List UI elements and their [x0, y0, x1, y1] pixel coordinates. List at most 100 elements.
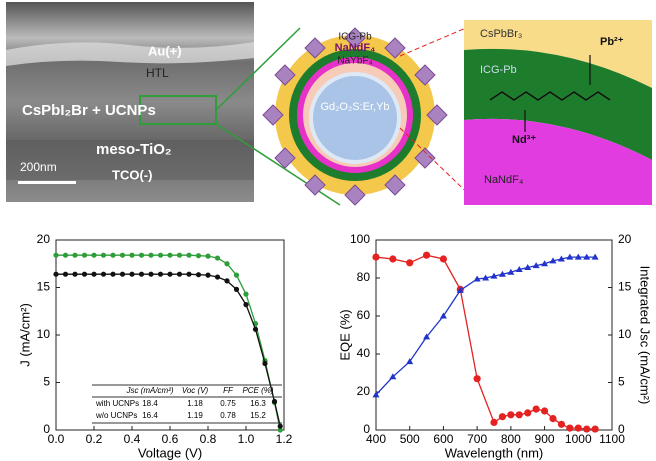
- y-tick-label: 20: [357, 384, 371, 398]
- marker: [224, 261, 229, 266]
- marker: [82, 253, 87, 258]
- marker: [167, 272, 172, 277]
- marker: [389, 255, 396, 262]
- marker: [566, 425, 573, 432]
- y2-tick-label: 15: [618, 280, 632, 294]
- marker: [592, 425, 599, 432]
- y-tick-label: 0: [43, 422, 50, 436]
- x-tick-label: 1.2: [276, 432, 293, 446]
- sem-image: Au(+) HTL CsPbI₂Br + UCNPs meso-TiO₂ TCO…: [6, 2, 254, 202]
- series-line: [376, 255, 595, 429]
- marker: [177, 253, 182, 258]
- marker: [110, 253, 115, 258]
- table-cell: with UCNPs: [95, 399, 139, 408]
- marker: [63, 272, 68, 277]
- table-cell: 1.19: [187, 411, 203, 420]
- y2-tick-label: 20: [618, 232, 632, 246]
- marker: [196, 272, 201, 277]
- marker: [72, 272, 77, 277]
- marker: [499, 413, 506, 420]
- zoom-label: ICG-Pb: [480, 64, 517, 76]
- x-tick-label: 0.6: [162, 432, 179, 446]
- marker: [158, 253, 163, 258]
- table-cell: 1.18: [187, 399, 203, 408]
- x-tick-label: 900: [535, 432, 555, 446]
- marker: [516, 411, 523, 418]
- marker: [524, 409, 531, 416]
- marker: [139, 253, 144, 258]
- marker: [158, 272, 163, 277]
- marker: [243, 302, 248, 307]
- marker: [148, 272, 153, 277]
- sem-label: CsPbI₂Br + UCNPs: [22, 102, 156, 119]
- x-tick-label: 1000: [565, 432, 592, 446]
- particle-schematic: ICG-Pb NaNdF₄ NaYbF₄ Gd₂O₂S:Er,Yb: [263, 28, 447, 205]
- y-tick-label: 5: [43, 375, 50, 389]
- marker: [541, 407, 548, 414]
- y2-axis-label: Integrated Jsc (mA/cm²): [638, 266, 653, 405]
- zoom-label: NaNdF₄: [484, 174, 524, 186]
- marker: [120, 272, 125, 277]
- marker: [167, 253, 172, 258]
- marker: [507, 411, 514, 418]
- marker: [234, 287, 239, 292]
- plot-frame: [376, 240, 612, 430]
- x-tick-label: 500: [400, 432, 420, 446]
- marker: [101, 253, 106, 258]
- marker: [129, 253, 134, 258]
- marker: [53, 272, 58, 277]
- x-tick-label: 1.0: [238, 432, 255, 446]
- marker: [205, 254, 210, 259]
- figure: Au(+) HTL CsPbI₂Br + UCNPs meso-TiO₂ TCO…: [0, 0, 656, 461]
- page: Au(+) HTL CsPbI₂Br + UCNPs meso-TiO₂ TCO…: [0, 0, 656, 461]
- x-tick-label: 0.4: [124, 432, 141, 446]
- marker: [215, 274, 220, 279]
- x-tick-label: 600: [433, 432, 453, 446]
- marker: [186, 272, 191, 277]
- table-header: Voc (V): [182, 386, 209, 395]
- zoom-label: CsPbBr₃: [480, 28, 522, 40]
- y-tick-label: 80: [357, 270, 371, 284]
- marker: [558, 421, 565, 428]
- x-axis-label: Voltage (V): [138, 445, 202, 460]
- marker: [423, 252, 430, 259]
- marker: [72, 253, 77, 258]
- marker: [234, 273, 239, 278]
- y-tick-label: 60: [357, 308, 371, 322]
- marker: [272, 399, 277, 404]
- marker: [215, 255, 220, 260]
- x-axis-label: Wavelength (nm): [445, 445, 544, 460]
- table-cell: w/o UCNPs: [95, 411, 137, 420]
- table-header: PCE (%): [242, 386, 273, 395]
- marker: [101, 272, 106, 277]
- x-tick-label: 0.0: [48, 432, 65, 446]
- y-axis-label: EQE (%): [337, 309, 352, 360]
- marker: [253, 327, 258, 332]
- marker: [490, 419, 497, 426]
- table-header: FF: [223, 386, 234, 395]
- table-cell: 18.4: [142, 399, 158, 408]
- y2-tick-label: 10: [618, 327, 632, 341]
- marker: [148, 253, 153, 258]
- y-tick-label: 100: [350, 232, 370, 246]
- marker: [533, 406, 540, 413]
- table-header: Jsc (mA/cm²): [125, 386, 173, 395]
- marker: [474, 375, 481, 382]
- particle-label: NaNdF₄: [335, 42, 376, 54]
- y-axis-label: J (mA/cm²): [17, 303, 32, 367]
- table-cell: 16.4: [142, 411, 158, 420]
- scale-bar-label: 200nm: [20, 160, 57, 174]
- marker: [91, 253, 96, 258]
- y-tick-label: 40: [357, 346, 371, 360]
- y-tick-label: 10: [37, 327, 51, 341]
- marker: [583, 425, 590, 432]
- zoom-label: Pb²⁺: [600, 36, 624, 48]
- sem-label: TCO(-): [112, 167, 152, 182]
- zoom-label: Nd³⁺: [512, 134, 536, 146]
- x-tick-label: 700: [467, 432, 487, 446]
- marker: [120, 253, 125, 258]
- table-cell: 0.75: [220, 399, 236, 408]
- marker: [63, 253, 68, 258]
- sem-label: meso-TiO₂: [96, 141, 172, 158]
- marker: [549, 415, 556, 422]
